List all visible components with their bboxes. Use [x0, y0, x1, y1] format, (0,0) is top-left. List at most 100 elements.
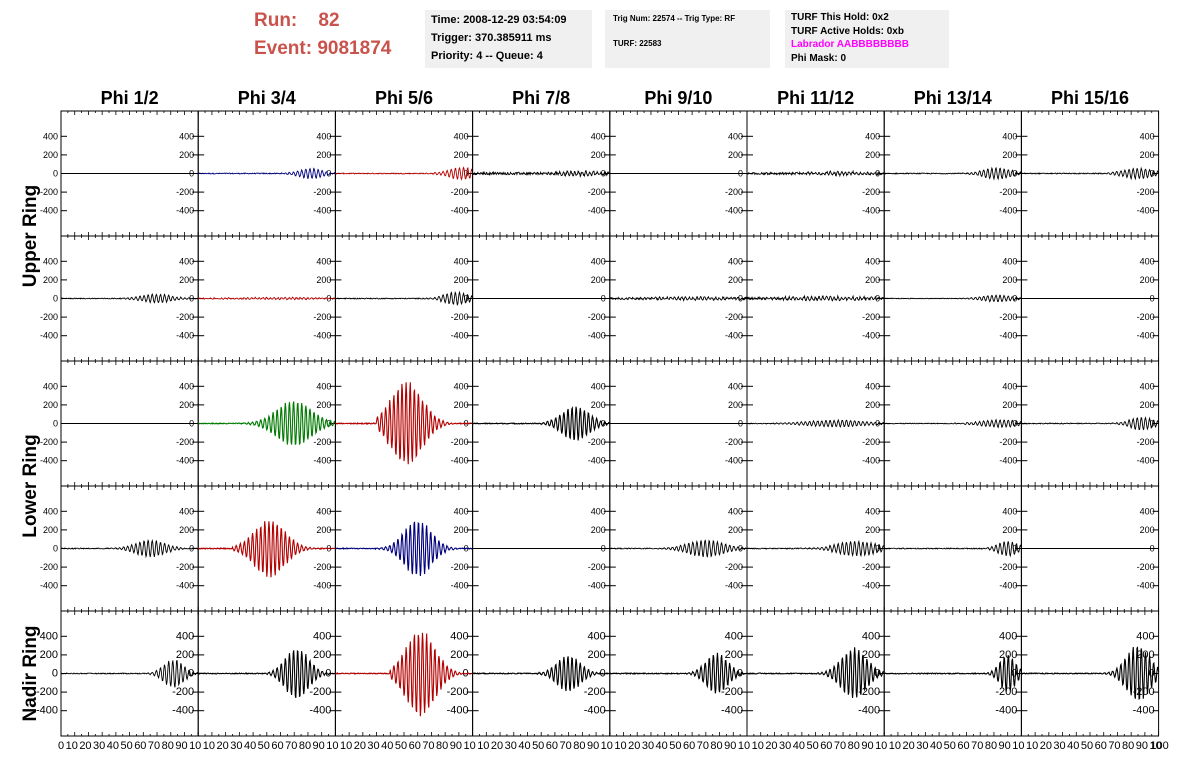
y-tick-label: 0 [188, 668, 194, 680]
waveform-trace [883, 655, 1022, 692]
y-tick-label: 200 [728, 150, 743, 160]
y-tick-label: -200 [862, 312, 880, 322]
y-tick-label: 200 [176, 649, 194, 661]
x-tick-label: 30 [779, 740, 791, 752]
column-header: Phi 3/4 [238, 88, 296, 108]
event-label: Event: 9081874 [254, 38, 392, 59]
y-tick-label: -200 [999, 187, 1017, 197]
y-tick-label: 400 [862, 630, 880, 642]
x-tick-label: 40 [656, 740, 668, 752]
waveform-trace [334, 632, 473, 717]
y-tick-label: -400 [999, 206, 1017, 216]
y-tick-label: 400 [1140, 381, 1155, 391]
y-tick-label: 200 [725, 649, 743, 661]
waveform-trace [335, 382, 473, 465]
y-tick-label: 200 [43, 400, 58, 410]
y-tick-label: 200 [1140, 400, 1155, 410]
y-tick-label: -400 [725, 206, 743, 216]
y-tick-label: -200 [36, 686, 58, 698]
x-tick-label: 30 [1053, 740, 1065, 752]
row-group-label: Upper Ring [20, 185, 41, 287]
y-tick-label: 200 [316, 400, 331, 410]
y-tick-label: 0 [738, 294, 743, 304]
x-tick-label: 60 [683, 740, 695, 752]
y-tick-label: 400 [1140, 256, 1155, 266]
x-tick-label: 10 [1149, 740, 1161, 752]
y-tick-label: -400 [588, 581, 606, 591]
y-tick-label: 200 [450, 649, 468, 661]
waveform-trace [472, 169, 611, 178]
y-tick-label: 400 [865, 506, 880, 516]
y-tick-label: 0 [53, 294, 58, 304]
x-tick-label: 50 [532, 740, 544, 752]
trigger-info-box: Trig Num: 22574 -- Trig Type: RF TURF: 2… [605, 10, 770, 68]
y-tick-label: 400 [43, 381, 58, 391]
y-tick-label: 200 [1002, 150, 1017, 160]
y-tick-label: 200 [728, 275, 743, 285]
x-tick-label: 10 [326, 740, 338, 752]
y-tick-label: 200 [865, 525, 880, 535]
turf-hold-line: TURF This Hold: 0x2 [791, 12, 889, 23]
x-tick-label: 50 [669, 740, 681, 752]
x-tick-label: 80 [573, 740, 585, 752]
y-tick-label: 400 [179, 506, 194, 516]
row-group-label: Lower Ring [20, 434, 41, 537]
x-tick-label: 40 [381, 740, 393, 752]
waveform-trace [335, 166, 474, 181]
y-tick-label: 400 [43, 256, 58, 266]
turf-active-line: TURF Active Holds: 0xb [791, 26, 904, 37]
y-tick-label: 0 [1012, 419, 1017, 429]
waveform-trace [746, 294, 885, 302]
y-tick-label: 0 [464, 169, 469, 179]
y-tick-label: 200 [454, 150, 469, 160]
y-tick-label: -200 [176, 312, 194, 322]
y-tick-label: 400 [179, 256, 194, 266]
y-tick-label: 200 [43, 275, 58, 285]
y-tick-label: 0 [875, 419, 880, 429]
waveform-trace [335, 290, 474, 307]
waveform-trace [609, 652, 748, 694]
y-tick-label: 400 [1140, 131, 1155, 141]
column-header: Phi 5/6 [375, 88, 433, 108]
y-tick-label: -400 [176, 581, 194, 591]
y-tick-label: 200 [1002, 525, 1017, 535]
waveform-trace [884, 418, 1022, 429]
waveform-trace [197, 649, 336, 698]
y-tick-label: 400 [591, 256, 606, 266]
x-tick-label: 40 [930, 740, 942, 752]
y-tick-label: -400 [451, 456, 469, 466]
y-tick-label: 0 [52, 668, 58, 680]
y-tick-label: -400 [40, 581, 58, 591]
y-tick-label: -200 [176, 437, 194, 447]
y-tick-label: 400 [316, 131, 331, 141]
x-tick-label: 50 [944, 740, 956, 752]
y-tick-label: 400 [43, 131, 58, 141]
y-tick-label: -400 [1137, 206, 1155, 216]
y-tick-label: 0 [464, 294, 469, 304]
y-tick-label: 400 [43, 506, 58, 516]
time-info-box: Time: 2008-12-29 03:54:09 Trigger: 370.3… [425, 10, 592, 68]
y-tick-label: 400 [313, 630, 331, 642]
trigger-line: Trigger: 370.385911 ms [431, 32, 552, 44]
y-tick-label: -200 [588, 187, 606, 197]
x-tick-label: 40 [1067, 740, 1079, 752]
y-tick-label: 200 [454, 525, 469, 535]
y-tick-label: -200 [451, 187, 469, 197]
waveform-trace [609, 539, 748, 558]
y-tick-label: -400 [999, 581, 1017, 591]
y-tick-label: 0 [601, 419, 606, 429]
y-tick-label: 400 [316, 506, 331, 516]
y-tick-label: 0 [875, 544, 880, 554]
x-tick-label: 80 [848, 740, 860, 752]
y-tick-label: -400 [313, 331, 331, 341]
y-tick-label: 200 [1140, 525, 1155, 535]
y-tick-label: -400 [858, 705, 880, 717]
x-tick-label: 30 [505, 740, 517, 752]
y-tick-label: -400 [1137, 456, 1155, 466]
y-tick-label: 200 [454, 400, 469, 410]
x-tick-label: 40 [518, 740, 530, 752]
y-tick-label: 400 [179, 131, 194, 141]
y-tick-label: 0 [1012, 544, 1017, 554]
y-tick-label: 200 [865, 150, 880, 160]
y-tick-label: 400 [999, 630, 1017, 642]
